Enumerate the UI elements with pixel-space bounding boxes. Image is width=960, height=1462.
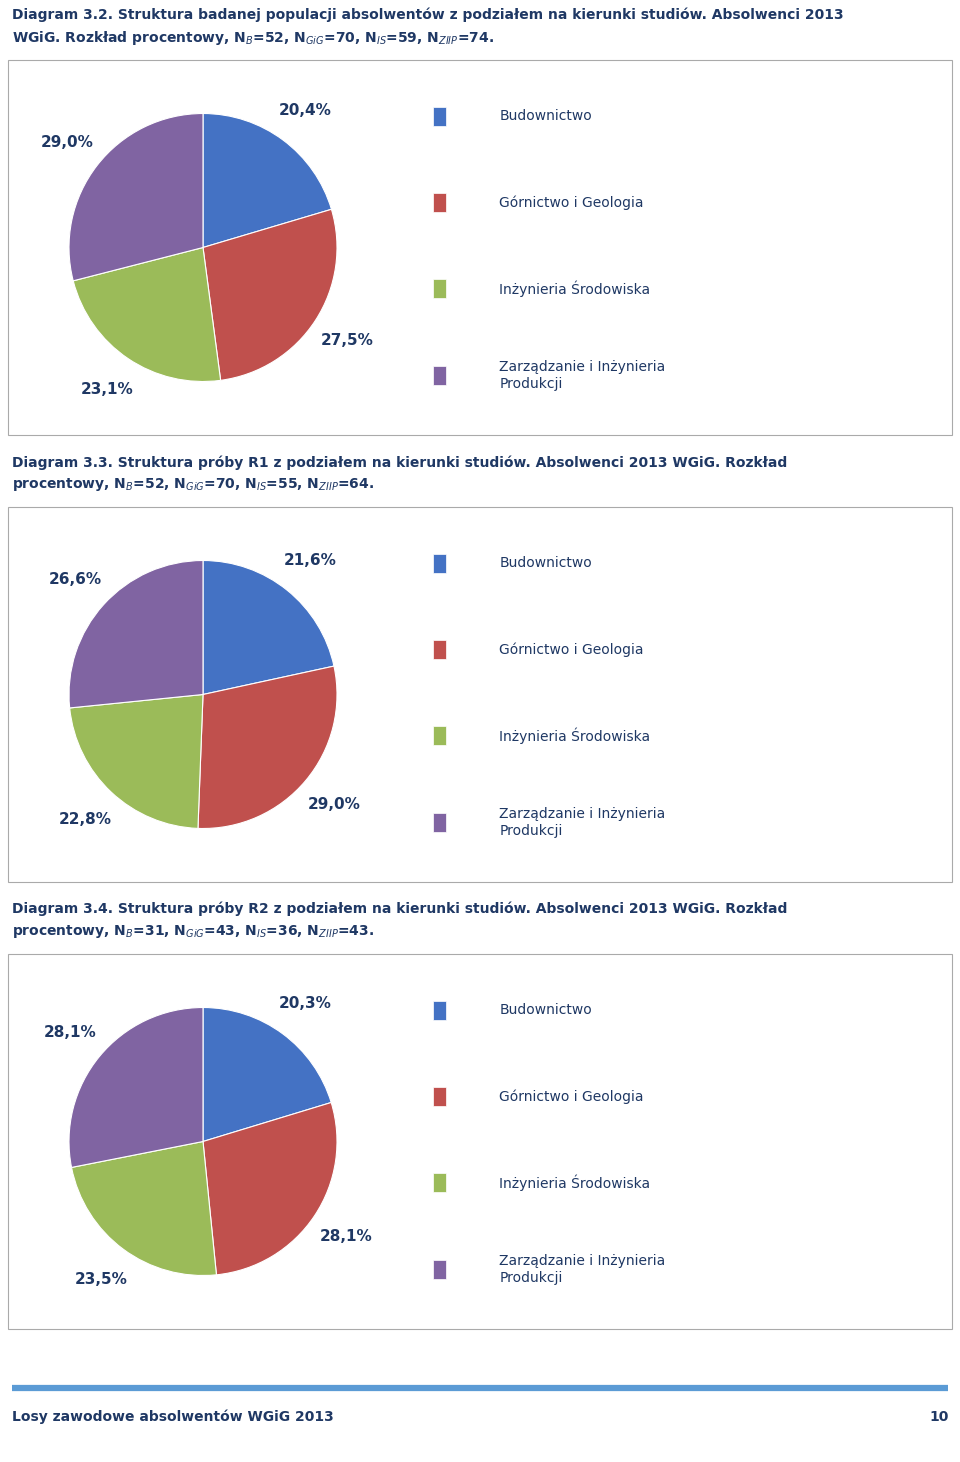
- Wedge shape: [69, 114, 203, 281]
- Text: Zarządzanie i Inżynieria
Produkcji: Zarządzanie i Inżynieria Produkcji: [499, 807, 665, 838]
- Bar: [433, 640, 446, 659]
- Bar: [433, 366, 446, 385]
- Text: Górnictwo i Geologia: Górnictwo i Geologia: [499, 1089, 644, 1104]
- Bar: [433, 554, 446, 573]
- Text: Diagram 3.3. Struktura próby R1 z podziałem na kierunki studiów. Absolwenci 2013: Diagram 3.3. Struktura próby R1 z podzia…: [12, 455, 787, 469]
- Bar: [433, 279, 446, 298]
- Text: procentowy, N$_B$=31, N$_{GiG}$=43, N$_{IS}$=36, N$_{ZIIP}$=43.: procentowy, N$_B$=31, N$_{GiG}$=43, N$_{…: [12, 923, 373, 940]
- Bar: [433, 1088, 446, 1107]
- Bar: [433, 193, 446, 212]
- Wedge shape: [69, 560, 203, 708]
- Text: Diagram 3.2. Struktura badanej populacji absolwentów z podziałem na kierunki stu: Diagram 3.2. Struktura badanej populacji…: [12, 7, 843, 22]
- Text: Zarządzanie i Inżynieria
Produkcji: Zarządzanie i Inżynieria Produkcji: [499, 1253, 665, 1285]
- Text: 29,0%: 29,0%: [41, 135, 94, 151]
- Text: Górnictwo i Geologia: Górnictwo i Geologia: [499, 196, 644, 211]
- Bar: [433, 107, 446, 126]
- Text: Budownictwo: Budownictwo: [499, 1003, 592, 1018]
- Text: 27,5%: 27,5%: [321, 333, 373, 348]
- Text: 26,6%: 26,6%: [49, 572, 103, 586]
- Wedge shape: [203, 560, 334, 694]
- Text: WGiG. Rozkład procentowy, N$_B$=52, N$_{GiG}$=70, N$_{IS}$=59, N$_{ZIIP}$=74.: WGiG. Rozkład procentowy, N$_B$=52, N$_{…: [12, 29, 493, 47]
- Text: Inżynieria Środowiska: Inżynieria Środowiska: [499, 728, 651, 744]
- Text: 20,4%: 20,4%: [279, 102, 332, 117]
- Bar: [433, 1174, 446, 1193]
- Text: Losy zawodowe absolwentów WGiG 2013: Losy zawodowe absolwentów WGiG 2013: [12, 1409, 333, 1424]
- Text: Górnictwo i Geologia: Górnictwo i Geologia: [499, 642, 644, 656]
- Bar: [433, 813, 446, 832]
- Wedge shape: [203, 114, 331, 247]
- Text: Inżynieria Środowiska: Inżynieria Środowiska: [499, 281, 651, 297]
- Text: 23,1%: 23,1%: [81, 382, 133, 398]
- Text: Zarządzanie i Inżynieria
Produkcji: Zarządzanie i Inżynieria Produkcji: [499, 360, 665, 390]
- Wedge shape: [198, 667, 337, 829]
- Bar: [433, 1001, 446, 1020]
- Wedge shape: [203, 1102, 337, 1275]
- Bar: [433, 727, 446, 746]
- Text: 22,8%: 22,8%: [60, 811, 112, 827]
- Text: Budownictwo: Budownictwo: [499, 110, 592, 123]
- Wedge shape: [203, 209, 337, 380]
- Text: Inżynieria Środowiska: Inżynieria Środowiska: [499, 1174, 651, 1192]
- Text: 23,5%: 23,5%: [75, 1272, 128, 1287]
- Text: procentowy, N$_B$=52, N$_{GiG}$=70, N$_{IS}$=55, N$_{ZIIP}$=64.: procentowy, N$_B$=52, N$_{GiG}$=70, N$_{…: [12, 477, 373, 493]
- Wedge shape: [72, 1142, 216, 1275]
- Text: 20,3%: 20,3%: [278, 996, 331, 1012]
- Text: Budownictwo: Budownictwo: [499, 557, 592, 570]
- Text: Diagram 3.4. Struktura próby R2 z podziałem na kierunki studiów. Absolwenci 2013: Diagram 3.4. Struktura próby R2 z podzia…: [12, 902, 787, 917]
- Wedge shape: [70, 694, 203, 829]
- Text: 21,6%: 21,6%: [284, 554, 337, 569]
- Text: 28,1%: 28,1%: [44, 1025, 97, 1039]
- Wedge shape: [203, 1007, 331, 1142]
- Bar: [433, 1260, 446, 1279]
- Wedge shape: [73, 247, 221, 382]
- Text: 29,0%: 29,0%: [308, 797, 361, 813]
- Wedge shape: [69, 1007, 203, 1168]
- Text: 10: 10: [929, 1409, 948, 1424]
- Text: 28,1%: 28,1%: [320, 1230, 372, 1244]
